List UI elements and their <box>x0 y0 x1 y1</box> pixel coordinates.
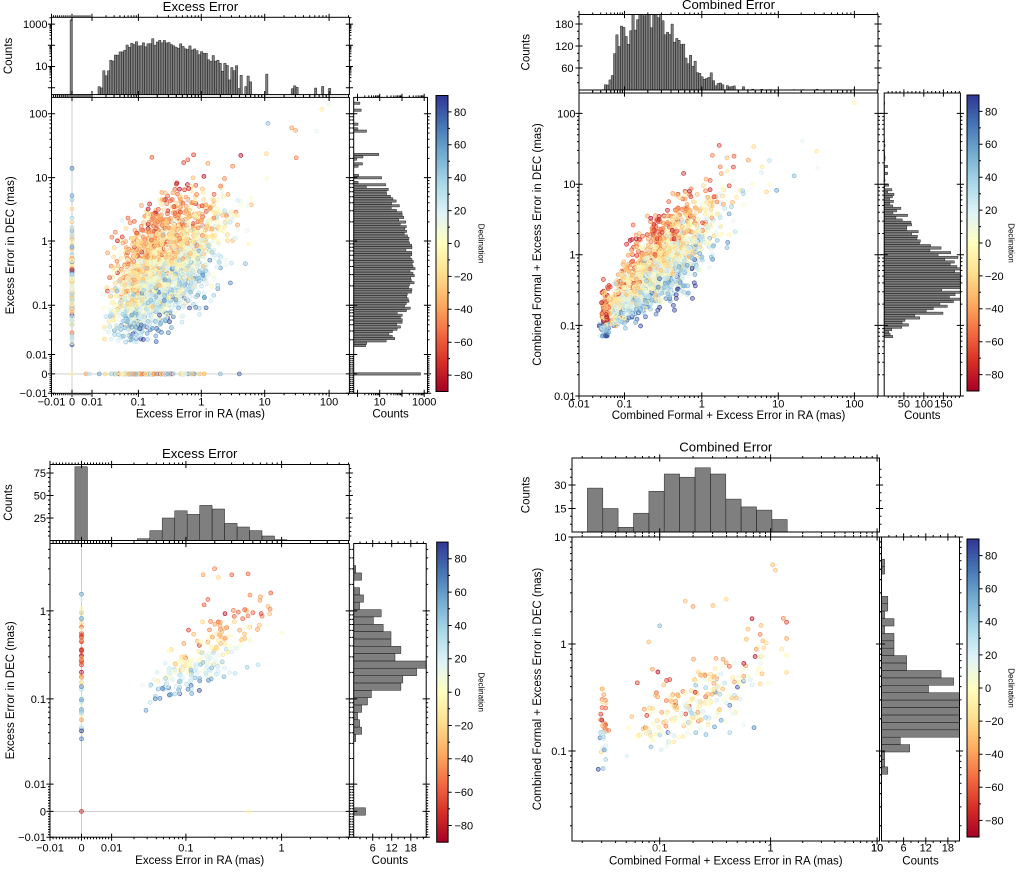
svg-text:Counts: Counts <box>3 37 15 74</box>
svg-text:1: 1 <box>41 236 47 248</box>
svg-text:1000: 1000 <box>412 397 436 409</box>
svg-text:Excess Error: Excess Error <box>163 0 239 14</box>
svg-text:100: 100 <box>29 109 47 121</box>
svg-text:20: 20 <box>454 206 466 218</box>
svg-text:−40: −40 <box>454 304 473 316</box>
svg-text:10: 10 <box>259 397 271 409</box>
svg-text:−60: −60 <box>454 337 473 349</box>
svg-text:Counts: Counts <box>372 409 409 421</box>
svg-text:Declination: Declination <box>476 224 485 264</box>
svg-text:100: 100 <box>320 397 338 409</box>
svg-text:1: 1 <box>198 397 204 409</box>
svg-text:−80: −80 <box>454 370 473 382</box>
svg-text:0.01: 0.01 <box>81 397 102 409</box>
svg-text:60: 60 <box>454 140 466 152</box>
svg-text:1000: 1000 <box>23 19 47 31</box>
svg-text:−0.01: −0.01 <box>20 388 48 400</box>
svg-text:0: 0 <box>454 238 460 250</box>
svg-text:10: 10 <box>374 397 386 409</box>
svg-text:0: 0 <box>41 369 47 381</box>
svg-text:0.01: 0.01 <box>26 349 47 361</box>
svg-text:−20: −20 <box>454 271 473 283</box>
svg-text:0: 0 <box>69 397 75 409</box>
svg-text:0.1: 0.1 <box>131 397 146 409</box>
svg-text:Excess Error in RA (mas): Excess Error in RA (mas) <box>136 409 265 421</box>
svg-text:40: 40 <box>454 173 466 185</box>
svg-text:Excess Error in DEC (mas): Excess Error in DEC (mas) <box>5 176 17 314</box>
svg-text:10: 10 <box>35 61 47 73</box>
svg-text:80: 80 <box>454 107 466 119</box>
svg-text:0.1: 0.1 <box>32 300 47 312</box>
svg-text:10: 10 <box>35 173 47 185</box>
